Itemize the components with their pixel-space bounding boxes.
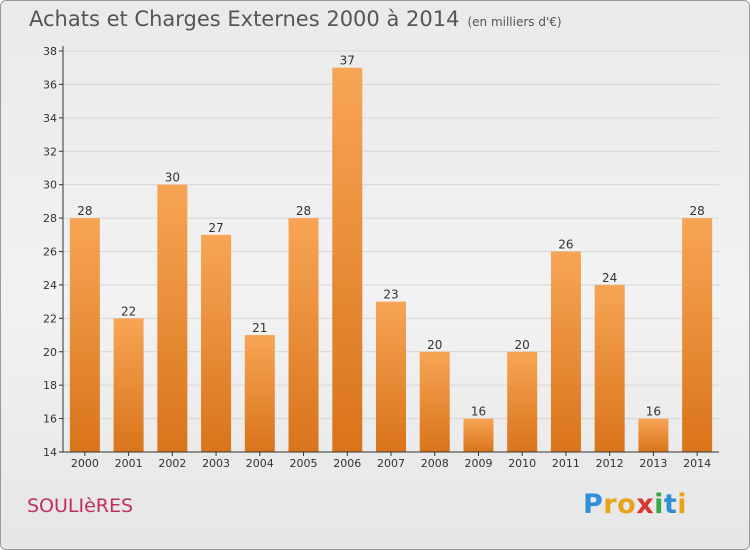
- bar: [463, 418, 494, 452]
- bar-value-label: 23: [383, 288, 398, 302]
- y-tick-label: 38: [43, 45, 57, 58]
- bar: [69, 218, 100, 452]
- y-tick-label: 32: [43, 145, 57, 158]
- bar-value-label: 21: [252, 321, 267, 335]
- logo-letter: t: [663, 489, 678, 520]
- bar: [332, 67, 363, 452]
- bar-value-label: 28: [689, 204, 704, 218]
- x-tick-label: 2002: [158, 457, 186, 470]
- y-tick-label: 22: [43, 312, 57, 325]
- logo-letter: x: [636, 489, 655, 520]
- x-tick-label: 2003: [202, 457, 230, 470]
- x-tick-label: 2004: [246, 457, 274, 470]
- bar-value-label: 37: [340, 54, 355, 68]
- y-tick-label: 34: [43, 112, 57, 125]
- bar-value-label: 20: [427, 338, 442, 352]
- x-tick-label: 2008: [421, 457, 449, 470]
- y-tick-label: 36: [43, 78, 57, 91]
- y-tick-label: 16: [43, 413, 57, 426]
- bar: [376, 301, 406, 452]
- x-tick-label: 2009: [464, 457, 492, 470]
- bar: [288, 218, 319, 452]
- bar: [244, 335, 275, 452]
- y-tick-label: 24: [43, 279, 57, 292]
- x-tick-label: 2007: [377, 457, 405, 470]
- y-tick-label: 30: [43, 179, 57, 192]
- bar-value-label: 28: [296, 204, 311, 218]
- x-tick-label: 2000: [71, 457, 99, 470]
- x-tick-label: 2014: [683, 457, 711, 470]
- bar: [550, 251, 581, 452]
- commune-name: SOULIèRES: [27, 495, 134, 517]
- bar-value-label: 27: [208, 221, 223, 235]
- x-tick-label: 2006: [333, 457, 361, 470]
- bar-value-label: 30: [165, 171, 180, 185]
- bar: [638, 418, 669, 452]
- chart-title-text: Achats et Charges Externes 2000 à 2014: [29, 7, 460, 31]
- axes: 14 16 18 20 22 24 26 28 30 32 34 36 38 2000 2001 2002 20…: [43, 45, 719, 470]
- bar: [113, 318, 144, 452]
- x-tick-label: 2012: [596, 457, 624, 470]
- bar-value-label: 16: [471, 405, 486, 419]
- x-tick-label: 2013: [639, 457, 667, 470]
- bar-value-label: 28: [77, 204, 92, 218]
- y-tick-label: 26: [43, 246, 57, 259]
- chart-subtitle: (en milliers d'€): [467, 15, 562, 29]
- logo-letter: i: [654, 489, 664, 520]
- chart-title: Achats et Charges Externes 2000 à 2014 (e…: [29, 7, 562, 31]
- x-tick-label: 2001: [115, 457, 143, 470]
- x-tick-label: 2005: [290, 457, 318, 470]
- bar: [157, 184, 188, 452]
- bar: [507, 351, 538, 452]
- y-tick-label: 28: [43, 212, 57, 225]
- y-tick-label: 14: [43, 446, 57, 459]
- bar: [201, 234, 232, 452]
- bar: [682, 218, 713, 452]
- bars: 28 22 30 27 21 28 37 23 20 16 20 26 24 16 28: [69, 54, 713, 452]
- bar: [419, 351, 450, 452]
- logo-letter: i: [677, 489, 688, 520]
- bar: [594, 284, 625, 452]
- bar-value-label: 16: [646, 405, 661, 419]
- logo-letter: r: [603, 489, 618, 520]
- bar-value-label: 20: [515, 338, 530, 352]
- logo-letter: P: [583, 489, 604, 520]
- proxiti-logo: Proxiti: [583, 489, 687, 520]
- y-tick-label: 18: [43, 379, 57, 392]
- bar-value-label: 24: [602, 271, 617, 285]
- logo-letter: o: [617, 489, 637, 520]
- bar-value-label: 22: [121, 304, 136, 318]
- x-tick-label: 2010: [508, 457, 536, 470]
- y-tick-label: 20: [43, 346, 57, 359]
- x-tick-label: 2011: [552, 457, 580, 470]
- bar-value-label: 26: [558, 238, 573, 252]
